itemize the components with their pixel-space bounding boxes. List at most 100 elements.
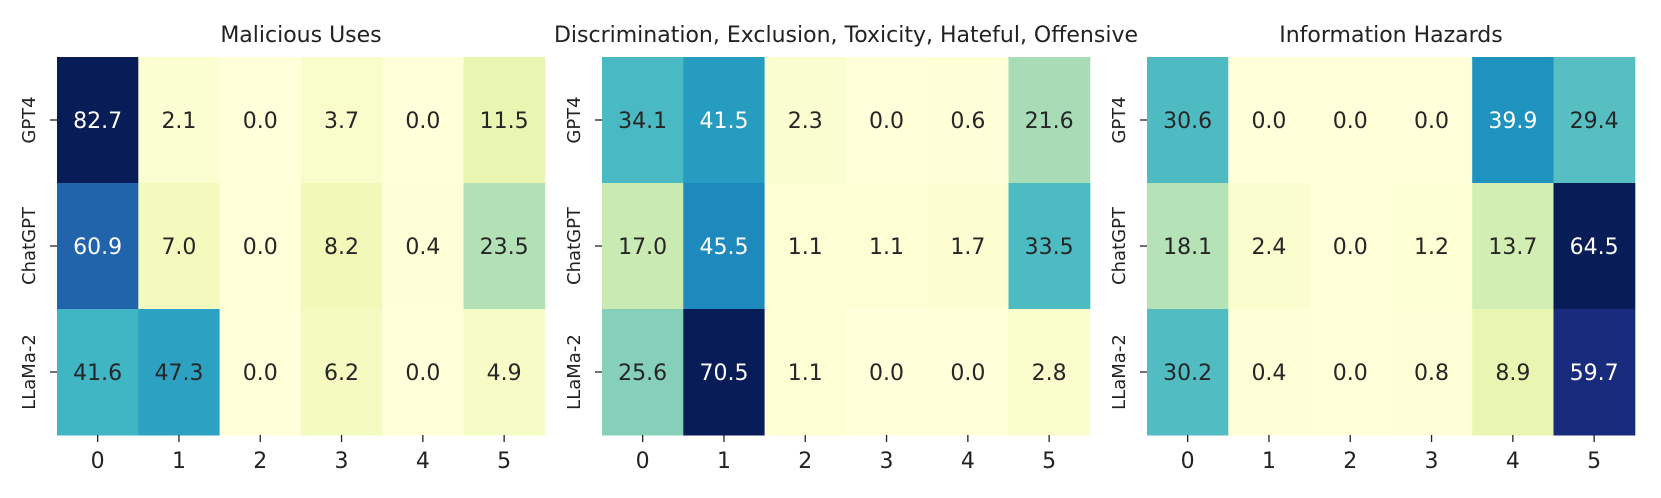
heatmap-cell: [927, 309, 1009, 436]
cell-value-label: 0.0: [869, 361, 904, 386]
column-label: 4: [961, 449, 975, 474]
heatmap-cell: [845, 309, 928, 436]
heatmap-cell: [927, 183, 1009, 310]
cell-value-label: 1.1: [788, 235, 823, 260]
heatmap-cell: [845, 57, 928, 184]
heatmap-cell: [463, 309, 546, 436]
column-label: 5: [1042, 449, 1056, 474]
cell-value-label: 25.6: [618, 361, 667, 386]
heatmap-cell: [382, 309, 464, 436]
cell-value-label: 1.1: [788, 361, 823, 386]
heatmap-cell: [382, 57, 464, 184]
cell-value-label: 8.9: [1495, 361, 1530, 386]
heatmap-cell: [1309, 183, 1392, 310]
heatmap-cells: 30.6 0.0 0.0 0.0 39.9 29.4 18.1 2.4 0.0 1.2 13.7 64…: [1147, 57, 1636, 436]
cell-value-label: 0.0: [1414, 109, 1449, 134]
panel-discrimination: Discrimination, Exclusion, Toxicity, Hat…: [554, 23, 1138, 474]
cell-value-label: 3.7: [324, 109, 359, 134]
column-label: 0: [1181, 449, 1195, 474]
heatmap-cell: [463, 57, 546, 184]
heatmap-cell: [1228, 57, 1311, 184]
column-label: 1: [172, 449, 186, 474]
heatmap-cell: [1147, 309, 1229, 436]
column-labels: 0 1 2 3 4 5: [636, 435, 1056, 474]
column-label: 2: [798, 449, 812, 474]
column-label: 4: [416, 449, 430, 474]
column-label: 5: [1587, 449, 1601, 474]
row-labels: GPT4 ChatGPT LLaMa-2: [19, 96, 57, 410]
column-label: 3: [335, 449, 349, 474]
cell-value-label: 59.7: [1570, 361, 1619, 386]
cell-value-label: 23.5: [480, 235, 529, 260]
cell-value-label: 0.8: [1414, 361, 1449, 386]
cell-value-label: 13.7: [1488, 235, 1537, 260]
heatmap-cell: [602, 57, 684, 184]
cell-value-label: 45.5: [699, 235, 748, 260]
cell-value-label: 11.5: [480, 109, 529, 134]
heatmap-cell: [764, 309, 847, 436]
column-label: 3: [1425, 449, 1439, 474]
column-label: 0: [636, 449, 650, 474]
cell-value-label: 60.9: [73, 235, 122, 260]
cell-value-label: 47.3: [154, 361, 203, 386]
row-label: LLaMa-2: [1109, 334, 1130, 410]
heatmap-cell: [219, 309, 302, 436]
cell-value-label: 0.0: [869, 109, 904, 134]
heatmap-cell: [57, 183, 139, 310]
column-label: 1: [1262, 449, 1276, 474]
row-labels: GPT4 ChatGPT LLaMa-2: [564, 96, 602, 410]
heatmap-cell: [1147, 183, 1229, 310]
cell-value-label: 0.0: [950, 361, 985, 386]
panel-malicious-uses: Malicious Uses 82.7 2.1 0.0 3.7 0.0 11.5 60.9 7…: [19, 23, 546, 474]
cell-value-label: 2.3: [788, 109, 823, 134]
cell-value-label: 0.0: [1333, 235, 1368, 260]
row-label: ChatGPT: [564, 206, 585, 285]
cell-value-label: 70.5: [699, 361, 748, 386]
cell-value-label: 18.1: [1163, 235, 1212, 260]
cell-value-label: 6.2: [324, 361, 359, 386]
cell-value-label: 82.7: [73, 109, 122, 134]
panel-information-hazards: Information Hazards 30.6 0.0 0.0 0.0 39.9 29.…: [1109, 23, 1636, 474]
cell-value-label: 2.1: [161, 109, 196, 134]
panel-title: Malicious Uses: [220, 23, 381, 48]
heatmap-cell: [1309, 309, 1392, 436]
column-label: 2: [1343, 449, 1357, 474]
heatmap-cell: [57, 309, 139, 436]
heatmap-cell: [1147, 57, 1229, 184]
heatmap-cells: 34.1 41.5 2.3 0.0 0.6 21.6 17.0 45.5 1.1 1.1 1.7 33…: [602, 57, 1091, 436]
heatmap-cell: [219, 57, 302, 184]
heatmap-cell: [1553, 57, 1636, 184]
cell-value-label: 0.0: [1333, 361, 1368, 386]
cell-value-label: 29.4: [1570, 109, 1619, 134]
column-labels: 0 1 2 3 4 5: [1181, 435, 1601, 474]
heatmap-cell: [1553, 183, 1636, 310]
heatmap-cell: [683, 309, 766, 436]
row-label: LLaMa-2: [19, 334, 40, 410]
cell-value-label: 17.0: [618, 235, 667, 260]
cell-value-label: 1.2: [1414, 235, 1449, 260]
column-label: 1: [717, 449, 731, 474]
cell-value-label: 21.6: [1025, 109, 1074, 134]
heatmap-cell: [138, 309, 221, 436]
cell-value-label: 0.6: [950, 109, 985, 134]
heatmap-cell: [1390, 183, 1473, 310]
row-label: ChatGPT: [19, 206, 40, 285]
column-label: 2: [253, 449, 267, 474]
column-label: 5: [497, 449, 511, 474]
heatmap-cell: [1553, 309, 1636, 436]
row-label: GPT4: [564, 96, 585, 143]
column-labels: 0 1 2 3 4 5: [91, 435, 511, 474]
cell-value-label: 30.2: [1163, 361, 1212, 386]
heatmap-cell: [927, 57, 1009, 184]
heatmap-cell: [463, 183, 546, 310]
cell-value-label: 2.4: [1251, 235, 1286, 260]
heatmap-cell: [138, 183, 221, 310]
heatmap-cell: [1008, 57, 1091, 184]
cell-value-label: 0.0: [243, 235, 278, 260]
cell-value-label: 7.0: [161, 235, 196, 260]
cell-value-label: 0.0: [1333, 109, 1368, 134]
row-label: GPT4: [1109, 96, 1130, 143]
column-label: 3: [880, 449, 894, 474]
cell-value-label: 4.9: [487, 361, 522, 386]
cell-value-label: 1.7: [950, 235, 985, 260]
